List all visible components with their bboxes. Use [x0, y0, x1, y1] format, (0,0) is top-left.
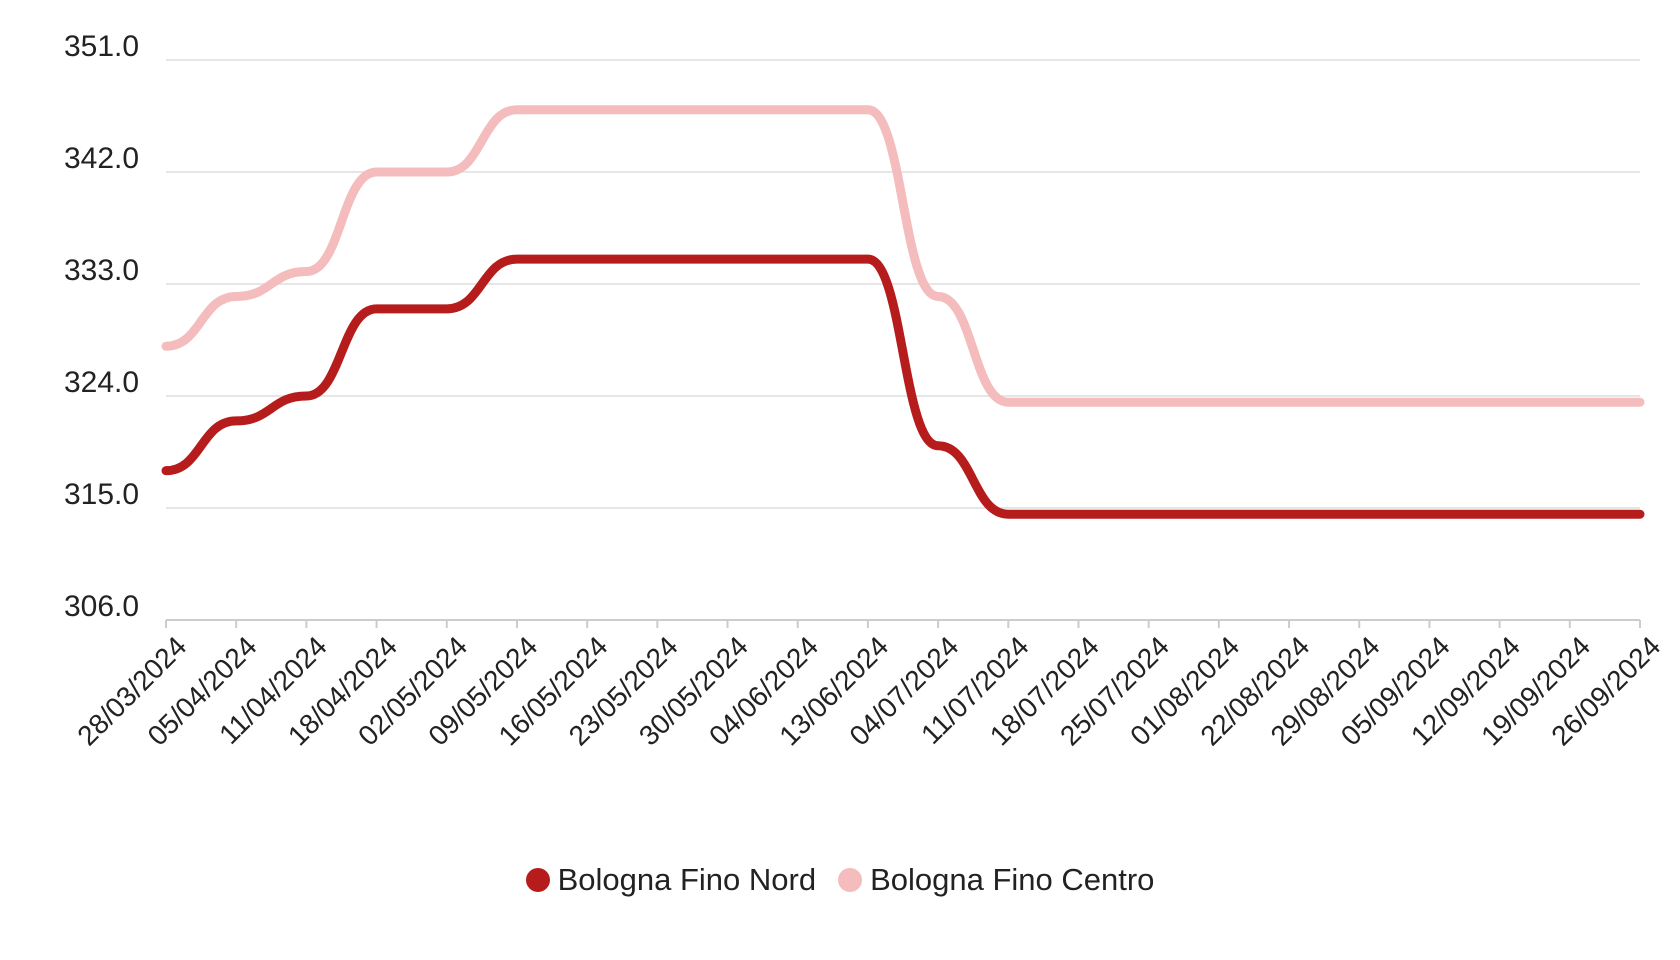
y-tick-label: 324.0	[64, 366, 139, 399]
y-tick-label: 351.0	[64, 30, 139, 63]
y-tick-label: 315.0	[64, 478, 139, 511]
legend-label-nord: Bologna Fino Nord	[557, 862, 817, 897]
legend-item-centro[interactable]: Bologna Fino Centro	[838, 862, 1154, 898]
series-line-1	[161, 105, 1645, 407]
legend-label-centro: Bologna Fino Centro	[870, 862, 1155, 897]
y-axis-ticks: 351.0 342.0 333.0 324.0 315.0 306.0	[64, 30, 139, 623]
x-axis: 28/03/202405/04/202411/04/202418/04/2024…	[71, 619, 1666, 751]
legend: Bologna Fino Nord Bologna Fino Centro	[0, 862, 1680, 898]
series-line-0	[161, 254, 1645, 519]
legend-marker-centro	[838, 868, 863, 892]
legend-item-nord[interactable]: Bologna Fino Nord	[525, 862, 817, 898]
series-lines	[161, 105, 1645, 519]
y-tick-label: 342.0	[64, 142, 139, 175]
y-tick-label: 333.0	[64, 254, 139, 287]
y-tick-label: 306.0	[64, 590, 139, 623]
legend-marker-nord	[525, 868, 550, 892]
